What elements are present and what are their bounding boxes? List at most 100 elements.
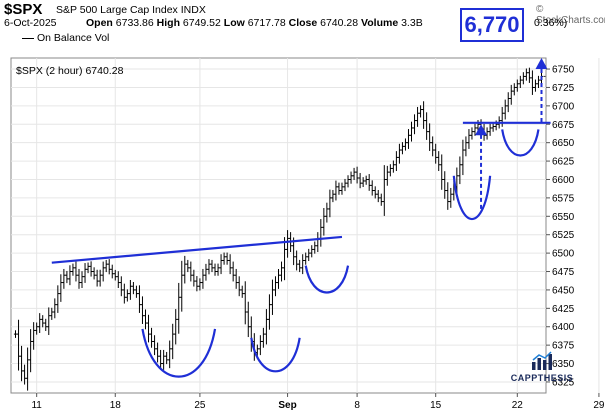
ohlc-bar <box>431 136 435 157</box>
obv-line-swatch <box>22 37 34 39</box>
cup-pattern <box>250 337 301 373</box>
x-tick-label: 8 <box>354 400 360 411</box>
y-tick-label: 6625 <box>552 157 575 168</box>
close-value: 6740.28 <box>320 17 359 29</box>
y-tick-label: 6650 <box>552 138 575 149</box>
ohlc-bar <box>322 208 326 236</box>
y-tick-label: 6350 <box>552 359 575 370</box>
ohlc-bar <box>86 262 90 274</box>
y-tick-label: 6600 <box>552 175 575 186</box>
cup-pattern <box>452 175 492 221</box>
price-legend: $SPX (2 hour) 6740.28 <box>16 65 124 77</box>
ohlc-bar <box>35 322 39 335</box>
ohlc-bar <box>307 248 311 262</box>
y-tick-label: 6325 <box>552 377 575 388</box>
ohlc-bar <box>536 75 541 89</box>
ohlc-bar <box>243 281 247 325</box>
ohlc-bar <box>337 182 341 195</box>
ohlc-bar <box>400 142 405 155</box>
ohlc-bar <box>364 175 368 185</box>
obv-legend-label: On Balance Vol <box>37 32 110 44</box>
ohlc-bar <box>222 252 226 265</box>
open-value: 6733.86 <box>115 17 154 29</box>
index-full-name: S&P 500 Large Cap Index <box>56 4 178 16</box>
ohlc-bar <box>509 84 513 105</box>
ohlc-bar <box>198 278 202 291</box>
ohlc-bar <box>349 171 353 184</box>
ohlc-bar <box>428 123 432 151</box>
ohlc-bar <box>237 276 241 297</box>
ohlc-bar <box>503 99 507 120</box>
ohlc-bar <box>89 261 93 277</box>
open-label: Open <box>86 17 113 29</box>
ohlc-bar <box>521 72 525 85</box>
ohlc-bar <box>53 298 57 319</box>
ohlc-bar <box>367 174 371 191</box>
ohlc-bar <box>449 187 453 208</box>
ohlc-bar <box>379 193 383 206</box>
ohlc-bar <box>276 268 281 289</box>
ohlc-bar <box>201 268 205 289</box>
ohlc-bar <box>491 122 495 132</box>
ohlc-bar <box>437 151 441 172</box>
ohlc-bar <box>319 219 323 247</box>
ohlc-bar <box>361 177 365 187</box>
ohlc-bar <box>77 268 81 289</box>
ohlc-bar <box>518 75 522 89</box>
ohlc-bar <box>225 252 229 265</box>
ohlc-bar <box>16 319 21 371</box>
y-tick-label: 6425 <box>552 304 575 315</box>
ohlc-bar <box>310 245 314 258</box>
ohlc-bar <box>331 189 335 203</box>
change-percent: 0.36%) <box>534 17 568 29</box>
plot-frame <box>10 57 547 394</box>
ohlc-bar <box>116 271 120 289</box>
ohlc-bar <box>38 313 42 333</box>
ohlc-bar <box>343 178 347 192</box>
ohlc-bar <box>470 127 474 140</box>
ohlc-bar <box>325 202 329 223</box>
exchange-label: INDX <box>180 4 206 16</box>
ohlc-bar <box>189 261 193 282</box>
ohlc-bar <box>313 241 317 254</box>
ohlc-bar <box>122 283 126 304</box>
ohlc-bar <box>527 67 531 83</box>
ohlc-bar <box>13 330 18 338</box>
ohlc-bar <box>458 156 462 185</box>
ohlc-bar <box>461 139 465 176</box>
ohlc-bar <box>282 237 287 281</box>
ohlc-bar <box>346 175 350 188</box>
ohlc-bar <box>62 268 66 289</box>
ohlc-bar <box>355 166 359 184</box>
ohlc-bar <box>162 349 166 370</box>
x-tick-label: 15 <box>430 400 442 411</box>
ohlc-bar <box>207 259 211 275</box>
ohlc-bar <box>270 279 275 315</box>
ohlc-bar <box>159 349 163 370</box>
ohlc-bar <box>334 180 338 201</box>
ohlc-bar <box>95 269 99 287</box>
volume-value: 3.3B <box>401 17 423 29</box>
ohlc-bar <box>128 279 132 300</box>
ohlc-bar <box>219 254 223 275</box>
low-label: Low <box>223 17 245 29</box>
ohlc-bar <box>137 285 142 313</box>
ohlc-bar <box>65 270 69 284</box>
close-label: Close <box>288 17 318 29</box>
y-tick-label: 6700 <box>552 101 575 112</box>
ohlc-bar <box>29 329 33 373</box>
ohlc-bar <box>328 189 332 218</box>
ohlc-bar <box>146 314 151 343</box>
ohlc-bar <box>174 309 178 345</box>
ohlc-bar <box>415 106 420 127</box>
ohlc-bar <box>216 263 220 276</box>
ohlc-bar <box>264 309 269 345</box>
ohlc-readout: Open 6733.86 High 6749.52 Low 6717.78 Cl… <box>86 17 423 29</box>
y-tick-label: 6750 <box>552 65 575 76</box>
ohlc-bar <box>155 342 160 363</box>
ohlc-bar <box>134 285 139 298</box>
target-callout: 6,770 <box>460 8 524 42</box>
ohlc-bar <box>26 347 30 391</box>
high-value: 6749.52 <box>182 17 221 29</box>
